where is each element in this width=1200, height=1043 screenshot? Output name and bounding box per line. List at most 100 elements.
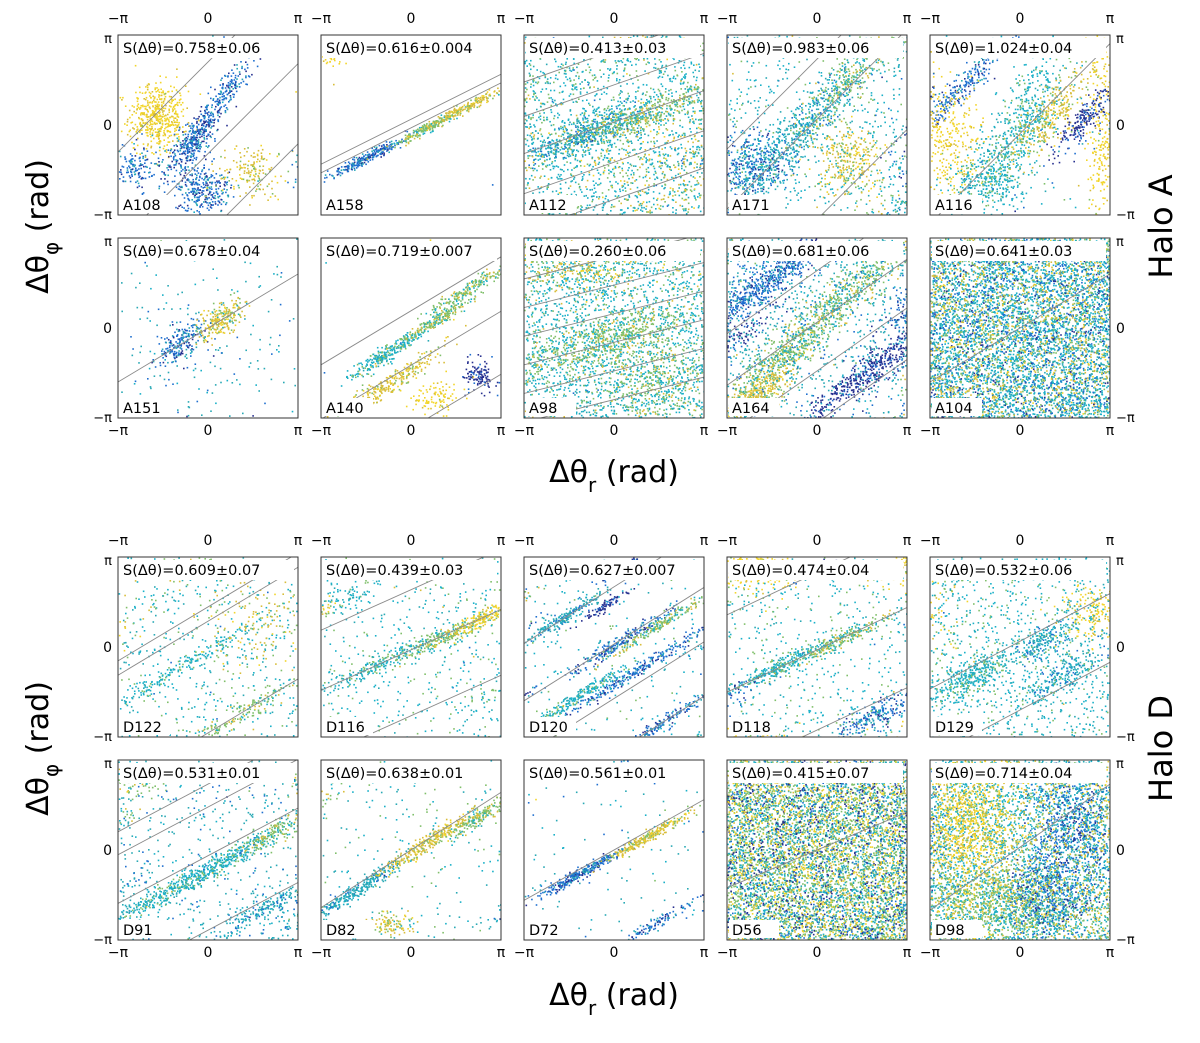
x-tick-label-top: −π [717, 11, 738, 27]
scatter-points [524, 557, 704, 737]
fit-line [118, 566, 298, 676]
stat-label-bg [526, 560, 700, 580]
panel-A140: S(Δθ)=0.719±0.007 A140 −π 0 π [311, 237, 506, 439]
stat-label-bg [932, 38, 1106, 58]
x-tick-label-bottom: π [1106, 945, 1115, 961]
id-label-bg [526, 717, 576, 735]
panel-A104: S(Δθ)=0.641±0.03 A104 −π 0 π π 0 −π [920, 235, 1135, 439]
panel-background [321, 35, 501, 215]
fit-line [727, 811, 907, 889]
x-tick-label-top: π [700, 11, 709, 27]
x-tick-label-bottom: π [700, 945, 709, 961]
scatter-points [118, 35, 298, 215]
stat-label: S(Δθ)=0.638±0.01 [326, 766, 463, 782]
panel-D120: S(Δθ)=0.627±0.007 D120 −π 0 π [514, 533, 709, 738]
y-axis-label-sub: φ [39, 764, 63, 777]
x-tick-label-bottom: 0 [204, 945, 213, 961]
panel-frame [523, 556, 705, 738]
stat-label: S(Δθ)=0.758±0.06 [123, 41, 260, 57]
fit-line [552, 641, 704, 737]
x-tick-label-bottom: π [497, 945, 506, 961]
stat-label-bg [120, 763, 294, 783]
y-tick-label-right: π [1116, 32, 1124, 47]
y-tick-label-right: 0 [1116, 640, 1125, 656]
id-label-bg [526, 920, 576, 938]
fit-line [118, 760, 255, 833]
panel-id-label: A104 [935, 401, 973, 417]
x-tick-label-bottom: 0 [1016, 423, 1025, 439]
panel-D72: S(Δθ)=0.561±0.01 D72 −π 0 π [514, 759, 709, 961]
x-tick-label-top: −π [514, 11, 535, 27]
x-axis-label: Δθr (rad) [549, 455, 679, 497]
panel-id-label: A164 [732, 401, 770, 417]
stat-label: S(Δθ)=0.719±0.007 [326, 244, 473, 260]
stat-label: S(Δθ)=0.983±0.06 [732, 41, 869, 57]
stat-label-bg [729, 241, 903, 261]
halo-name-label: Halo A [1142, 174, 1180, 278]
panel-id-label: A112 [529, 198, 567, 214]
x-tick-label-top: 0 [813, 11, 822, 27]
stat-label: S(Δθ)=0.531±0.01 [123, 766, 260, 782]
y-tick-label: π [104, 235, 112, 250]
stat-label-bg [323, 763, 497, 783]
fit-line [822, 359, 907, 418]
x-tick-label-top: π [497, 11, 506, 27]
y-axis-label: Δθφ (rad) [21, 159, 63, 294]
scatter-points [323, 239, 501, 418]
fit-line [801, 687, 907, 737]
stat-label-bg [729, 560, 903, 580]
panel-id-label: D56 [732, 923, 762, 939]
y-tick-label-right: 0 [1116, 321, 1125, 337]
x-tick-label-top: 0 [1016, 11, 1025, 27]
x-tick-label-top: 0 [813, 533, 822, 549]
panel-A112: S(Δθ)=0.413±0.03 A112 −π 0 π [514, 11, 709, 216]
scatter-points [321, 760, 501, 940]
id-label-bg [729, 717, 779, 735]
id-label-bg [526, 195, 576, 213]
y-tick-label: π [104, 757, 112, 772]
stat-label: S(Δθ)=0.678±0.04 [123, 244, 260, 260]
y-tick-label-right: π [1116, 554, 1124, 569]
fit-line [427, 373, 501, 418]
fit-line [524, 130, 704, 195]
x-tick-label-bottom: −π [311, 945, 332, 961]
id-label-bg [120, 195, 170, 213]
panel-background [118, 760, 298, 940]
fit-line [930, 273, 1110, 383]
panel-frame [726, 556, 908, 738]
fit-line [524, 348, 704, 394]
panel-id-label: D122 [123, 720, 162, 736]
stat-label: S(Δθ)=0.681±0.06 [732, 244, 869, 260]
stat-label-bg [526, 241, 700, 261]
x-tick-label-bottom: −π [108, 945, 129, 961]
x-tick-label-top: −π [920, 533, 941, 549]
panel-D82: S(Δθ)=0.638±0.01 D82 −π 0 π [311, 759, 506, 961]
panel-A151: S(Δθ)=0.678±0.04 A151 −π 0 π π 0 −π [93, 235, 303, 439]
fit-line [188, 882, 298, 940]
panel-frame [523, 34, 705, 216]
stat-label-bg [526, 763, 700, 783]
panel-A116: S(Δθ)=1.024±0.04 A116 −π 0 ππ 0 −π [920, 11, 1135, 223]
scatter-points [118, 760, 298, 940]
panel-D122: S(Δθ)=0.609±0.07 D122 −π 0 π π 0 −π [93, 533, 303, 745]
panel-id-label: A108 [123, 198, 161, 214]
id-label-bg [526, 398, 576, 416]
id-label-bg [120, 920, 170, 938]
x-tick-label-bottom: π [294, 423, 303, 439]
y-tick-label: −π [93, 933, 112, 948]
panel-frame [117, 237, 299, 419]
panel-id-label: A140 [326, 401, 364, 417]
x-axis-label-unit: (rad) [596, 978, 679, 1013]
y-tick-label-right: 0 [1116, 118, 1125, 134]
x-tick-label-bottom: 0 [407, 945, 416, 961]
y-axis-label-symbol: Δθ [21, 255, 56, 294]
x-tick-label-top: π [903, 533, 912, 549]
stat-label: S(Δθ)=0.641±0.03 [935, 244, 1072, 260]
fit-line [321, 608, 501, 691]
panel-frame [726, 237, 908, 419]
panel-id-label: A171 [732, 198, 770, 214]
panel-D118: S(Δθ)=0.474±0.04 D118 −π 0 π [717, 533, 912, 738]
x-axis-label-sub: r [588, 996, 597, 1020]
id-label-bg [932, 195, 982, 213]
